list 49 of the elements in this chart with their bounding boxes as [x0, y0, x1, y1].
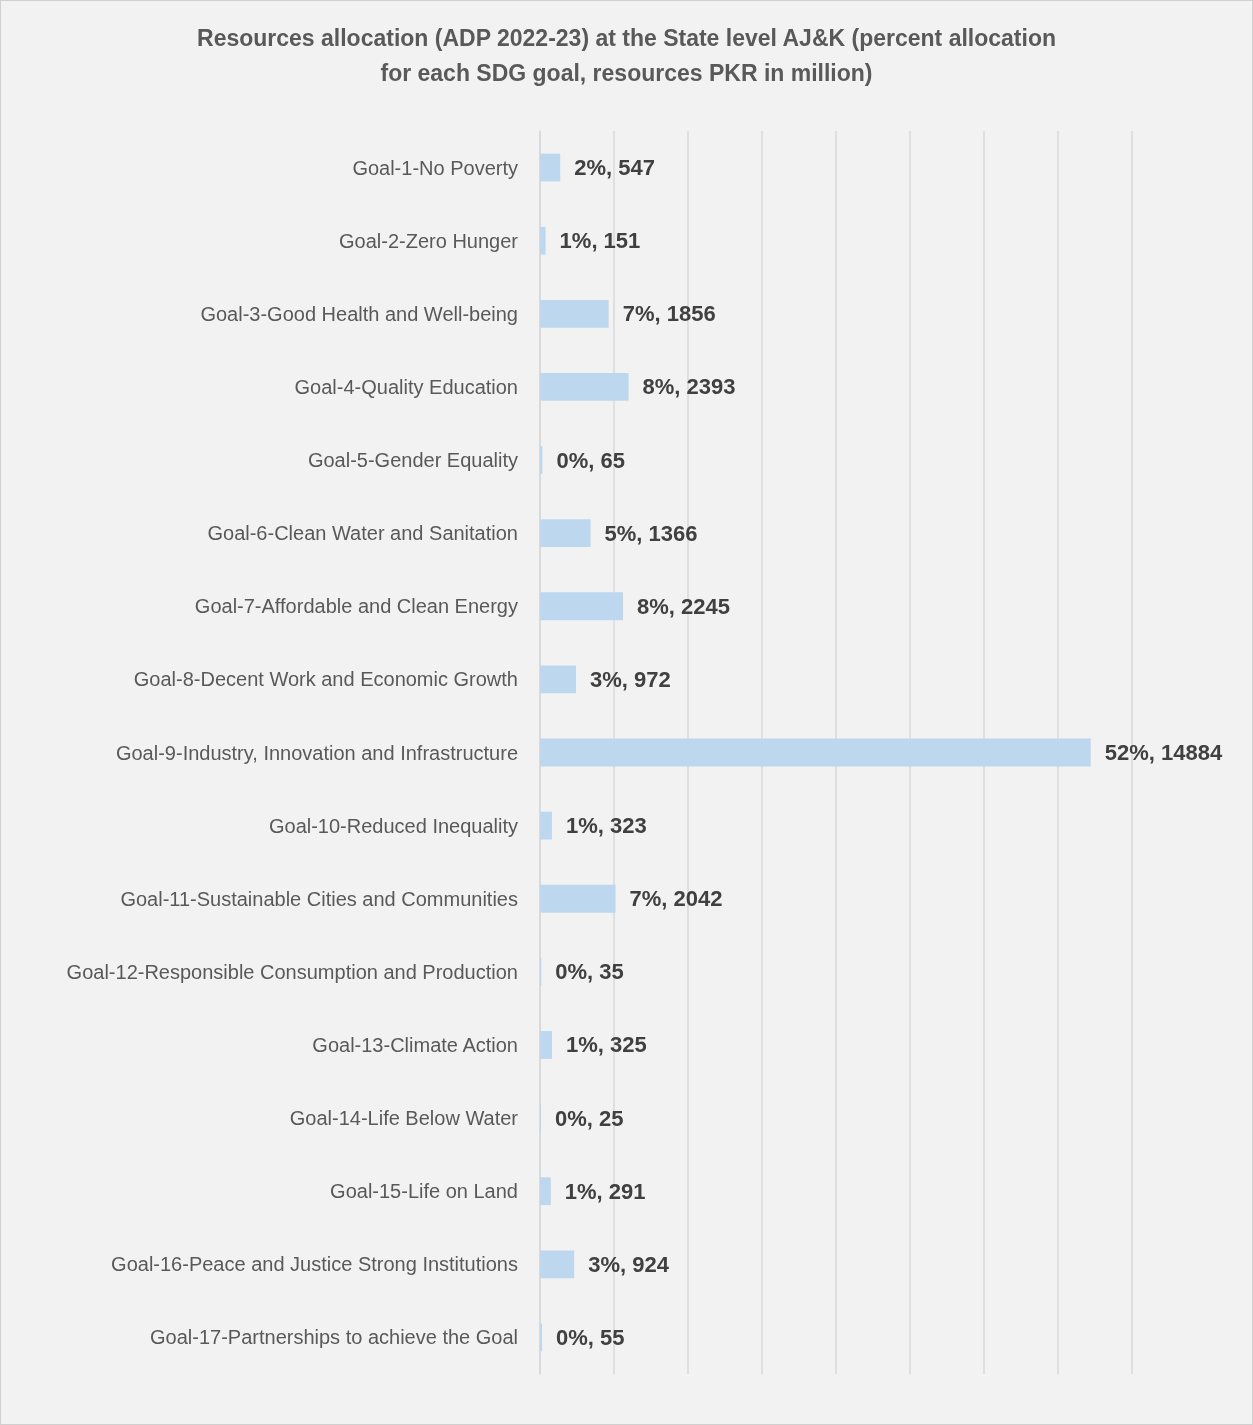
bar: [540, 592, 624, 621]
data-label: 3%, 972: [589, 666, 671, 692]
bar: [540, 1031, 553, 1059]
data-label: 1%, 323: [565, 813, 647, 839]
data-label: 2%, 547: [574, 155, 655, 181]
y-tick-label: Goal-4-Quality Education: [294, 375, 518, 398]
bar: [540, 153, 561, 182]
y-tick-label: Goal-5-Gender Equality: [307, 449, 518, 472]
data-label: 3%, 924: [588, 1251, 670, 1277]
bar: [540, 665, 576, 694]
data-label: 7%, 1856: [622, 301, 716, 327]
y-tick-label: Goal-7-Affordable and Clean Energy: [194, 595, 518, 618]
bar: [540, 1250, 575, 1279]
y-tick-label: Goal-14-Life Below Water: [289, 1107, 519, 1130]
data-label: 5%, 1366: [604, 520, 698, 546]
bar: [540, 299, 609, 328]
data-label: 0%, 65: [556, 447, 625, 473]
y-tick-label: Goal-10-Reduced Inequality: [268, 814, 518, 837]
data-label: 8%, 2245: [637, 593, 731, 619]
y-tick-label: Goal-12-Responsible Consumption and Production: [66, 960, 518, 983]
data-label: 8%, 2393: [642, 374, 736, 400]
y-tick-label: Goal-2-Zero Hunger: [339, 229, 519, 252]
data-label: 0%, 55: [556, 1324, 625, 1350]
y-tick-label: Goal-3-Good Health and Well-being: [200, 302, 518, 325]
y-tick-label: Goal-9-Industry, Innovation and Infrastructure: [115, 741, 518, 764]
data-label: 0%, 35: [555, 959, 624, 985]
y-tick-label: Goal-13-Climate Action: [312, 1033, 518, 1056]
bar: [540, 226, 546, 255]
bar: [540, 811, 552, 840]
y-tick-label: Goal-1-No Poverty: [352, 156, 518, 179]
bar: [540, 884, 616, 913]
y-tick-label: Goal-16-Peace and Justice Strong Institutions: [111, 1253, 518, 1276]
data-label: 1%, 325: [566, 1032, 647, 1058]
y-tick-label: Goal-8-Decent Work and Economic Growth: [133, 668, 518, 691]
bar: [540, 1177, 551, 1206]
data-label: 52%, 14884: [1104, 740, 1223, 765]
data-label: 0%, 25: [554, 1105, 624, 1131]
y-tick-label: Goal-15-Life on Land: [330, 1180, 518, 1203]
y-tick-label: Goal-17-Partnerships to achieve the Goal: [150, 1326, 518, 1349]
bar: [540, 738, 1091, 767]
y-tick-label: Goal-11-Sustainable Cities and Communities: [120, 887, 518, 910]
chart-title: Resources allocation (ADP 2022-23) at the State level AJ&K (percent allocation for each SDG goal, resources PKR in million): [197, 24, 1056, 86]
bar: [540, 1323, 543, 1352]
bar: [540, 373, 629, 401]
y-tick-label: Goal-6-Clean Water and Sanitation: [207, 522, 518, 545]
data-label: 1%, 291: [564, 1178, 646, 1204]
data-label: 1%, 151: [559, 228, 641, 254]
bar: [540, 519, 591, 548]
data-label: 7%, 2042: [629, 886, 723, 912]
